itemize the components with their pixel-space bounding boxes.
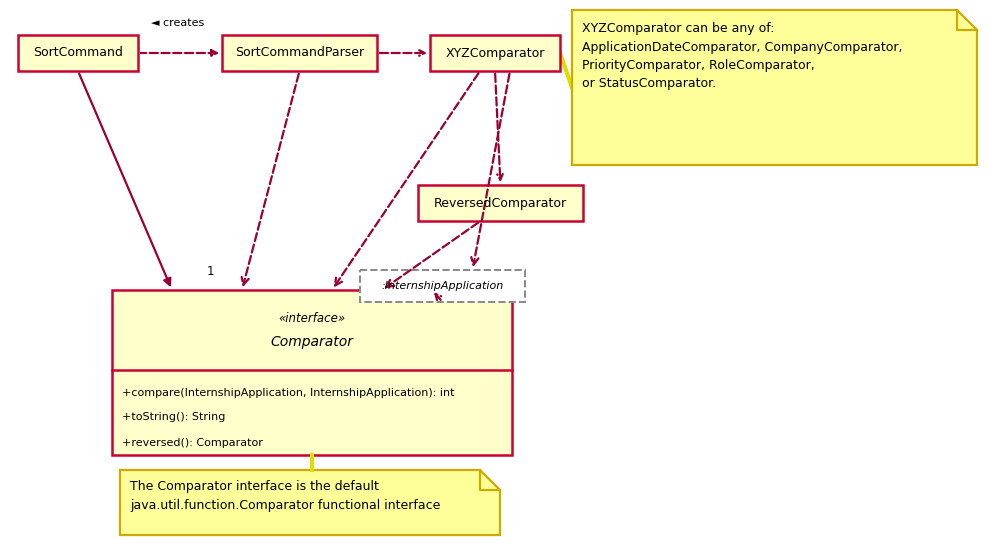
Text: +reversed(): Comparator: +reversed(): Comparator: [122, 438, 263, 447]
Text: +compare(InternshipApplication, InternshipApplication): int: +compare(InternshipApplication, Internsh…: [122, 388, 454, 397]
Text: Comparator: Comparator: [270, 335, 354, 349]
Text: :InternshipApplication: :InternshipApplication: [381, 281, 504, 291]
Bar: [222, 35, 377, 71]
Bar: [360, 270, 525, 302]
Text: ◄ creates: ◄ creates: [151, 18, 205, 28]
Bar: [430, 35, 560, 71]
Text: XYZComparator: XYZComparator: [445, 47, 545, 60]
Text: SortCommandParser: SortCommandParser: [235, 47, 364, 60]
Polygon shape: [120, 470, 500, 535]
Polygon shape: [572, 10, 977, 165]
Bar: [418, 185, 583, 221]
Text: 1: 1: [206, 265, 214, 278]
Bar: [112, 290, 512, 455]
Text: +toString(): String: +toString(): String: [122, 413, 225, 422]
Text: XYZComparator can be any of:
ApplicationDateComparator, CompanyComparator,
Prior: XYZComparator can be any of: Application…: [582, 22, 902, 91]
Text: «interface»: «interface»: [278, 312, 346, 325]
Text: ReversedComparator: ReversedComparator: [434, 197, 567, 210]
Bar: [18, 35, 138, 71]
Text: The Comparator interface is the default
java.util.function.Comparator functional: The Comparator interface is the default …: [130, 480, 440, 512]
Text: SortCommand: SortCommand: [33, 47, 123, 60]
